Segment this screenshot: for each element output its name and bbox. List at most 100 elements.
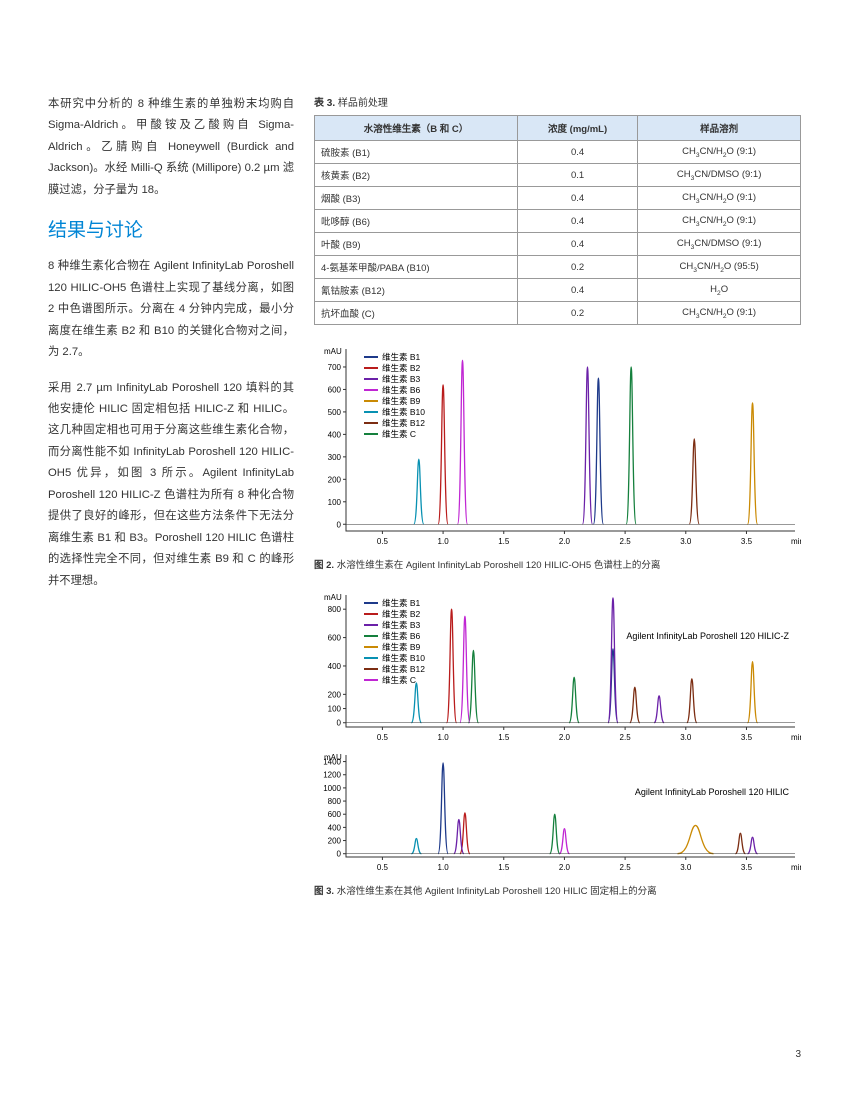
svg-text:400: 400 [328,430,342,439]
svg-text:维生素 B12: 维生素 B12 [382,418,425,428]
table-cell: CH3CN/H2O (9:1) [638,210,801,233]
svg-text:1.5: 1.5 [498,733,510,742]
svg-text:600: 600 [328,810,342,819]
svg-text:0: 0 [337,850,342,859]
svg-text:800: 800 [328,605,342,614]
table-cell: 氰钴胺素 (B12) [315,279,518,302]
svg-text:200: 200 [328,475,342,484]
svg-text:1000: 1000 [323,784,341,793]
svg-text:Agilent InfinityLab Poroshell: Agilent InfinityLab Poroshell 120 HILIC-… [626,631,789,641]
svg-text:400: 400 [328,823,342,832]
table-cell: 抗坏血酸 (C) [315,302,518,325]
table-cell: 0.4 [517,279,637,302]
svg-text:mAU: mAU [324,593,342,602]
svg-text:100: 100 [328,498,342,507]
svg-text:1.0: 1.0 [438,863,450,872]
table-row: 吡哆醇 (B6)0.4CH3CN/H2O (9:1) [315,210,801,233]
table-3: 水溶性维生素（B 和 C）浓度 (mg/mL)样品溶剂 硫胺素 (B1)0.4C… [314,115,801,325]
svg-text:600: 600 [328,634,342,643]
table-row: 抗坏血酸 (C)0.2CH3CN/H2O (9:1) [315,302,801,325]
svg-text:维生素 C: 维生素 C [382,429,416,439]
table-cell: 0.2 [517,256,637,279]
svg-text:mAU: mAU [324,347,342,356]
table-header-cell: 浓度 (mg/mL) [517,116,637,141]
svg-text:400: 400 [328,662,342,671]
svg-text:维生素 B2: 维生素 B2 [382,609,421,619]
svg-text:3.0: 3.0 [680,863,692,872]
svg-text:min: min [791,733,801,742]
svg-text:维生素 B9: 维生素 B9 [382,396,421,406]
table-cell: 0.4 [517,141,637,164]
table-row: 烟酸 (B3)0.4CH3CN/H2O (9:1) [315,187,801,210]
table-row: 叶酸 (B9)0.4CH3CN/DMSO (9:1) [315,233,801,256]
paragraph-materials: 本研究中分析的 8 种维生素的单独粉末均购自 Sigma-Aldrich。甲酸铵… [48,94,294,201]
svg-text:min: min [791,863,801,872]
svg-text:0.5: 0.5 [377,863,389,872]
svg-text:维生素 B12: 维生素 B12 [382,664,425,674]
svg-text:1.5: 1.5 [498,863,510,872]
svg-text:200: 200 [328,837,342,846]
svg-text:0: 0 [337,719,342,728]
table-cell: 4-氨基苯甲酸/PABA (B10) [315,256,518,279]
figure-2-chromatogram: 01002003004005006007000.51.01.52.02.53.0… [314,343,801,553]
table-cell: 吡哆醇 (B6) [315,210,518,233]
svg-text:500: 500 [328,408,342,417]
svg-text:2.0: 2.0 [559,733,571,742]
table-cell: 0.4 [517,187,637,210]
table-cell: CH3CN/DMSO (9:1) [638,164,801,187]
svg-text:维生素 B3: 维生素 B3 [382,620,421,630]
svg-text:1.0: 1.0 [438,537,450,546]
svg-text:1.0: 1.0 [438,733,450,742]
svg-text:维生素 B10: 维生素 B10 [382,407,425,417]
svg-text:维生素 B3: 维生素 B3 [382,374,421,384]
table-cell: 烟酸 (B3) [315,187,518,210]
table-cell: 硫胺素 (B1) [315,141,518,164]
svg-text:0.5: 0.5 [377,537,389,546]
table-cell: CH3CN/DMSO (9:1) [638,233,801,256]
svg-text:0: 0 [337,520,342,529]
table-cell: 0.2 [517,302,637,325]
table-3-caption: 表 3. 样品前处理 [314,94,801,109]
svg-text:3.5: 3.5 [741,733,753,742]
svg-text:800: 800 [328,797,342,806]
svg-text:Agilent InfinityLab Poroshell: Agilent InfinityLab Poroshell 120 HILIC [635,787,790,797]
svg-text:3.5: 3.5 [741,863,753,872]
svg-text:2.0: 2.0 [559,863,571,872]
table-cell: 0.1 [517,164,637,187]
table-cell: 0.4 [517,233,637,256]
table-cell: 叶酸 (B9) [315,233,518,256]
table-cell: 核黄素 (B2) [315,164,518,187]
table-cell: 0.4 [517,210,637,233]
svg-text:维生素 B1: 维生素 B1 [382,598,421,608]
page-number: 3 [795,1049,801,1060]
svg-text:2.5: 2.5 [620,733,632,742]
svg-text:维生素 C: 维生素 C [382,675,416,685]
table-cell: CH3CN/H2O (9:1) [638,141,801,164]
svg-text:3.0: 3.0 [680,537,692,546]
svg-text:3.5: 3.5 [741,537,753,546]
svg-text:200: 200 [328,690,342,699]
svg-text:1.5: 1.5 [498,537,510,546]
paragraph-results-2: 采用 2.7 µm InfinityLab Poroshell 120 填料的其… [48,378,294,593]
svg-text:2.5: 2.5 [620,863,632,872]
svg-text:min: min [791,537,801,546]
table-cell: CH3CN/H2O (9:1) [638,302,801,325]
table-cell: CH3CN/H2O (9:1) [638,187,801,210]
figure-2-caption: 图 2. 水溶性维生素在 Agilent InfinityLab Poroshe… [314,557,801,571]
table-row: 核黄素 (B2)0.1CH3CN/DMSO (9:1) [315,164,801,187]
figure-3a-chromatogram: 01002004006008000.51.01.52.02.53.03.5mAU… [314,589,801,749]
svg-text:100: 100 [328,705,342,714]
svg-text:维生素 B6: 维生素 B6 [382,385,421,395]
table-header-cell: 样品溶剂 [638,116,801,141]
svg-text:维生素 B1: 维生素 B1 [382,352,421,362]
table-cell: CH3CN/H2O (95:5) [638,256,801,279]
paragraph-results-1: 8 种维生素化合物在 Agilent InfinityLab Poroshell… [48,256,294,363]
svg-text:2.0: 2.0 [559,537,571,546]
svg-text:维生素 B9: 维生素 B9 [382,642,421,652]
figure-3-caption: 图 3. 水溶性维生素在其他 Agilent InfinityLab Poros… [314,883,801,897]
svg-text:2.5: 2.5 [620,537,632,546]
table-row: 4-氨基苯甲酸/PABA (B10)0.2CH3CN/H2O (95:5) [315,256,801,279]
svg-text:1200: 1200 [323,771,341,780]
svg-text:维生素 B6: 维生素 B6 [382,631,421,641]
svg-text:维生素 B10: 维生素 B10 [382,653,425,663]
